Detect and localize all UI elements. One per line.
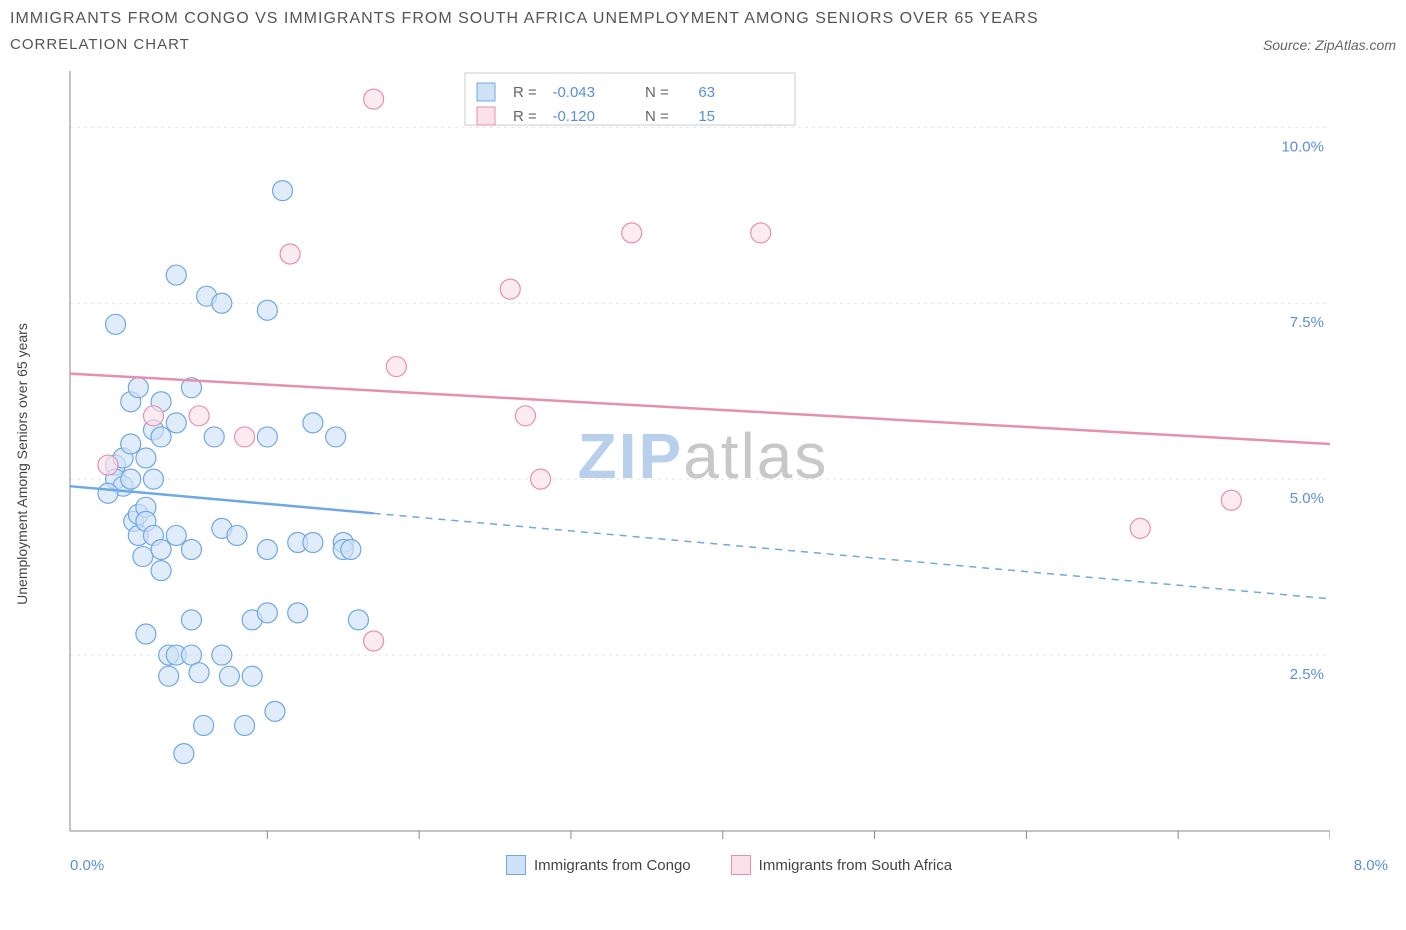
data-point bbox=[326, 427, 346, 447]
data-point bbox=[386, 357, 406, 377]
data-point bbox=[303, 532, 323, 552]
data-point bbox=[257, 300, 277, 320]
legend-label: Immigrants from South Africa bbox=[759, 857, 952, 874]
legend-swatch-icon bbox=[477, 83, 495, 101]
y-axis-label: Unemployment Among Seniors over 65 years bbox=[14, 323, 30, 605]
source-attribution: Source: ZipAtlas.com bbox=[1263, 37, 1396, 53]
data-point bbox=[181, 540, 201, 560]
legend-r-value: -0.043 bbox=[552, 84, 595, 101]
data-point bbox=[212, 293, 232, 313]
legend-item-congo: Immigrants from Congo bbox=[506, 855, 691, 875]
data-point bbox=[174, 744, 194, 764]
data-point bbox=[98, 455, 118, 475]
legend-r-label: R = bbox=[513, 84, 537, 101]
data-point bbox=[227, 525, 247, 545]
data-point bbox=[622, 223, 642, 243]
data-point bbox=[121, 434, 141, 454]
legend-n-value: 63 bbox=[698, 84, 715, 101]
data-point bbox=[143, 406, 163, 426]
y-tick-label: 10.0% bbox=[1281, 138, 1324, 155]
data-point bbox=[515, 406, 535, 426]
data-point bbox=[121, 469, 141, 489]
data-point bbox=[531, 469, 551, 489]
data-point bbox=[242, 666, 262, 686]
data-point bbox=[303, 413, 323, 433]
legend-swatch-icon bbox=[477, 107, 495, 125]
data-point bbox=[265, 701, 285, 721]
data-point bbox=[151, 561, 171, 581]
header: IMMIGRANTS FROM CONGO VS IMMIGRANTS FROM… bbox=[10, 10, 1396, 53]
data-point bbox=[341, 540, 361, 560]
data-point bbox=[166, 265, 186, 285]
chart-title: IMMIGRANTS FROM CONGO VS IMMIGRANTS FROM… bbox=[10, 10, 1039, 28]
data-point bbox=[204, 427, 224, 447]
legend-label: Immigrants from Congo bbox=[534, 857, 691, 874]
data-point bbox=[189, 663, 209, 683]
data-point bbox=[1221, 490, 1241, 510]
x-axis-max-label: 8.0% bbox=[1354, 857, 1388, 874]
legend-r-value: -0.120 bbox=[552, 108, 595, 125]
data-point bbox=[348, 610, 368, 630]
data-point bbox=[280, 244, 300, 264]
data-point bbox=[136, 624, 156, 644]
data-point bbox=[133, 547, 153, 567]
data-point bbox=[181, 645, 201, 665]
data-point bbox=[194, 715, 214, 735]
title-block: IMMIGRANTS FROM CONGO VS IMMIGRANTS FROM… bbox=[10, 10, 1039, 53]
data-point bbox=[751, 223, 771, 243]
data-point bbox=[98, 483, 118, 503]
data-point bbox=[1130, 518, 1150, 538]
trend-line-extrapolated bbox=[374, 513, 1330, 598]
y-tick-label: 2.5% bbox=[1290, 666, 1324, 683]
data-point bbox=[235, 715, 255, 735]
data-point bbox=[128, 378, 148, 398]
data-point bbox=[219, 666, 239, 686]
data-point bbox=[166, 413, 186, 433]
data-point bbox=[364, 631, 384, 651]
scatter-chart: 2.5% 5.0% 7.5% 10.0% R = -0.043 N = 63 R = -0.120… bbox=[10, 61, 1330, 851]
legend-swatch-icon bbox=[506, 855, 526, 875]
legend-n-label: N = bbox=[645, 108, 669, 125]
bottom-legend-bar: 0.0% Immigrants from Congo Immigrants fr… bbox=[10, 855, 1396, 875]
data-point bbox=[136, 448, 156, 468]
data-point bbox=[143, 469, 163, 489]
legend-n-value: 15 bbox=[698, 108, 715, 125]
series-legend: Immigrants from Congo Immigrants from So… bbox=[506, 855, 952, 875]
data-point bbox=[288, 603, 308, 623]
legend-item-south-africa: Immigrants from South Africa bbox=[731, 855, 952, 875]
data-point bbox=[166, 525, 186, 545]
source-prefix: Source: bbox=[1263, 37, 1315, 53]
data-point bbox=[189, 406, 209, 426]
y-tick-label: 7.5% bbox=[1290, 314, 1324, 331]
data-point bbox=[106, 314, 126, 334]
x-axis-min-label: 0.0% bbox=[70, 857, 104, 874]
data-point bbox=[151, 427, 171, 447]
data-point bbox=[257, 603, 277, 623]
data-point bbox=[257, 427, 277, 447]
data-point bbox=[273, 181, 293, 201]
data-point bbox=[159, 666, 179, 686]
legend-r-label: R = bbox=[513, 108, 537, 125]
data-point bbox=[151, 540, 171, 560]
y-tick-label: 5.0% bbox=[1290, 490, 1324, 507]
legend-n-label: N = bbox=[645, 84, 669, 101]
data-point bbox=[235, 427, 255, 447]
source-name: ZipAtlas.com bbox=[1315, 37, 1396, 53]
chart-subtitle: CORRELATION CHART bbox=[10, 36, 1039, 53]
data-point bbox=[364, 89, 384, 109]
data-point bbox=[212, 645, 232, 665]
data-point bbox=[181, 610, 201, 630]
chart-area: Unemployment Among Seniors over 65 years… bbox=[10, 61, 1396, 851]
data-point bbox=[257, 540, 277, 560]
legend-swatch-icon bbox=[731, 855, 751, 875]
data-point bbox=[500, 279, 520, 299]
chart-container: IMMIGRANTS FROM CONGO VS IMMIGRANTS FROM… bbox=[10, 10, 1396, 875]
